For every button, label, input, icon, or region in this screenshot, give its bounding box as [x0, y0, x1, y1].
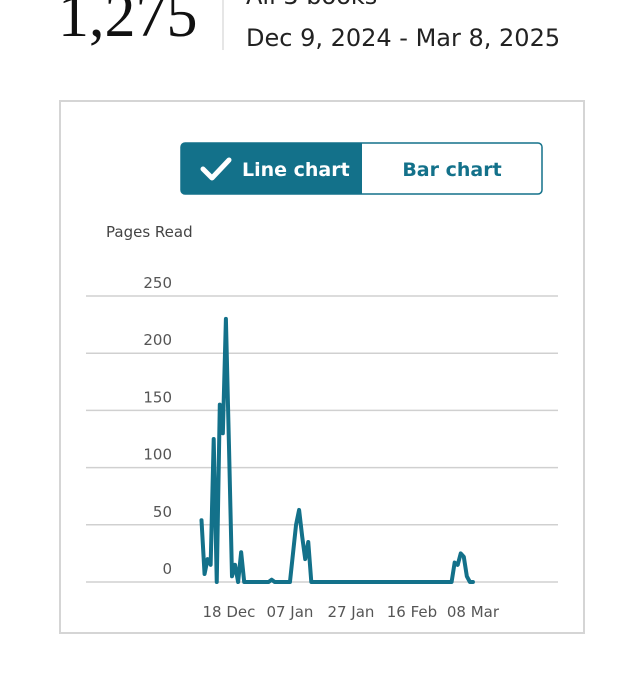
- toggle-selected[interactable]: [181, 143, 362, 194]
- x-tick-label: 08 Mar: [447, 603, 500, 621]
- y-tick-label: 50: [153, 503, 172, 521]
- x-tick-label: 27 Jan: [327, 603, 374, 621]
- scope: All 3 books: [246, 0, 377, 10]
- y-tick-label: 100: [143, 446, 172, 464]
- chart-toggle: Line chart Bar chart: [180, 142, 543, 195]
- check-icon: [200, 157, 232, 181]
- y-axis-label: Pages Read: [106, 223, 193, 241]
- x-tick-label: 18 Dec: [203, 603, 256, 621]
- y-tick-label: 150: [143, 388, 172, 406]
- x-tick-label: 16 Feb: [387, 603, 437, 621]
- y-tick-label: 250: [143, 274, 172, 292]
- date-range: Dec 9, 2024 - Mar 8, 2025: [246, 24, 560, 52]
- data-line: [199, 316, 475, 584]
- total-pages: 1,275: [58, 0, 198, 50]
- toggle-option[interactable]: Bar chart: [402, 159, 501, 181]
- toggle-option[interactable]: Line chart: [242, 159, 350, 181]
- x-tick-label: 07 Jan: [266, 603, 313, 621]
- y-tick-label: 0: [162, 560, 172, 578]
- y-tick-label: 200: [143, 331, 172, 349]
- plot: 0 50 100 150 200 250 18 Dec 07 Jan 27 Jan 16 Feb 0…: [86, 274, 558, 621]
